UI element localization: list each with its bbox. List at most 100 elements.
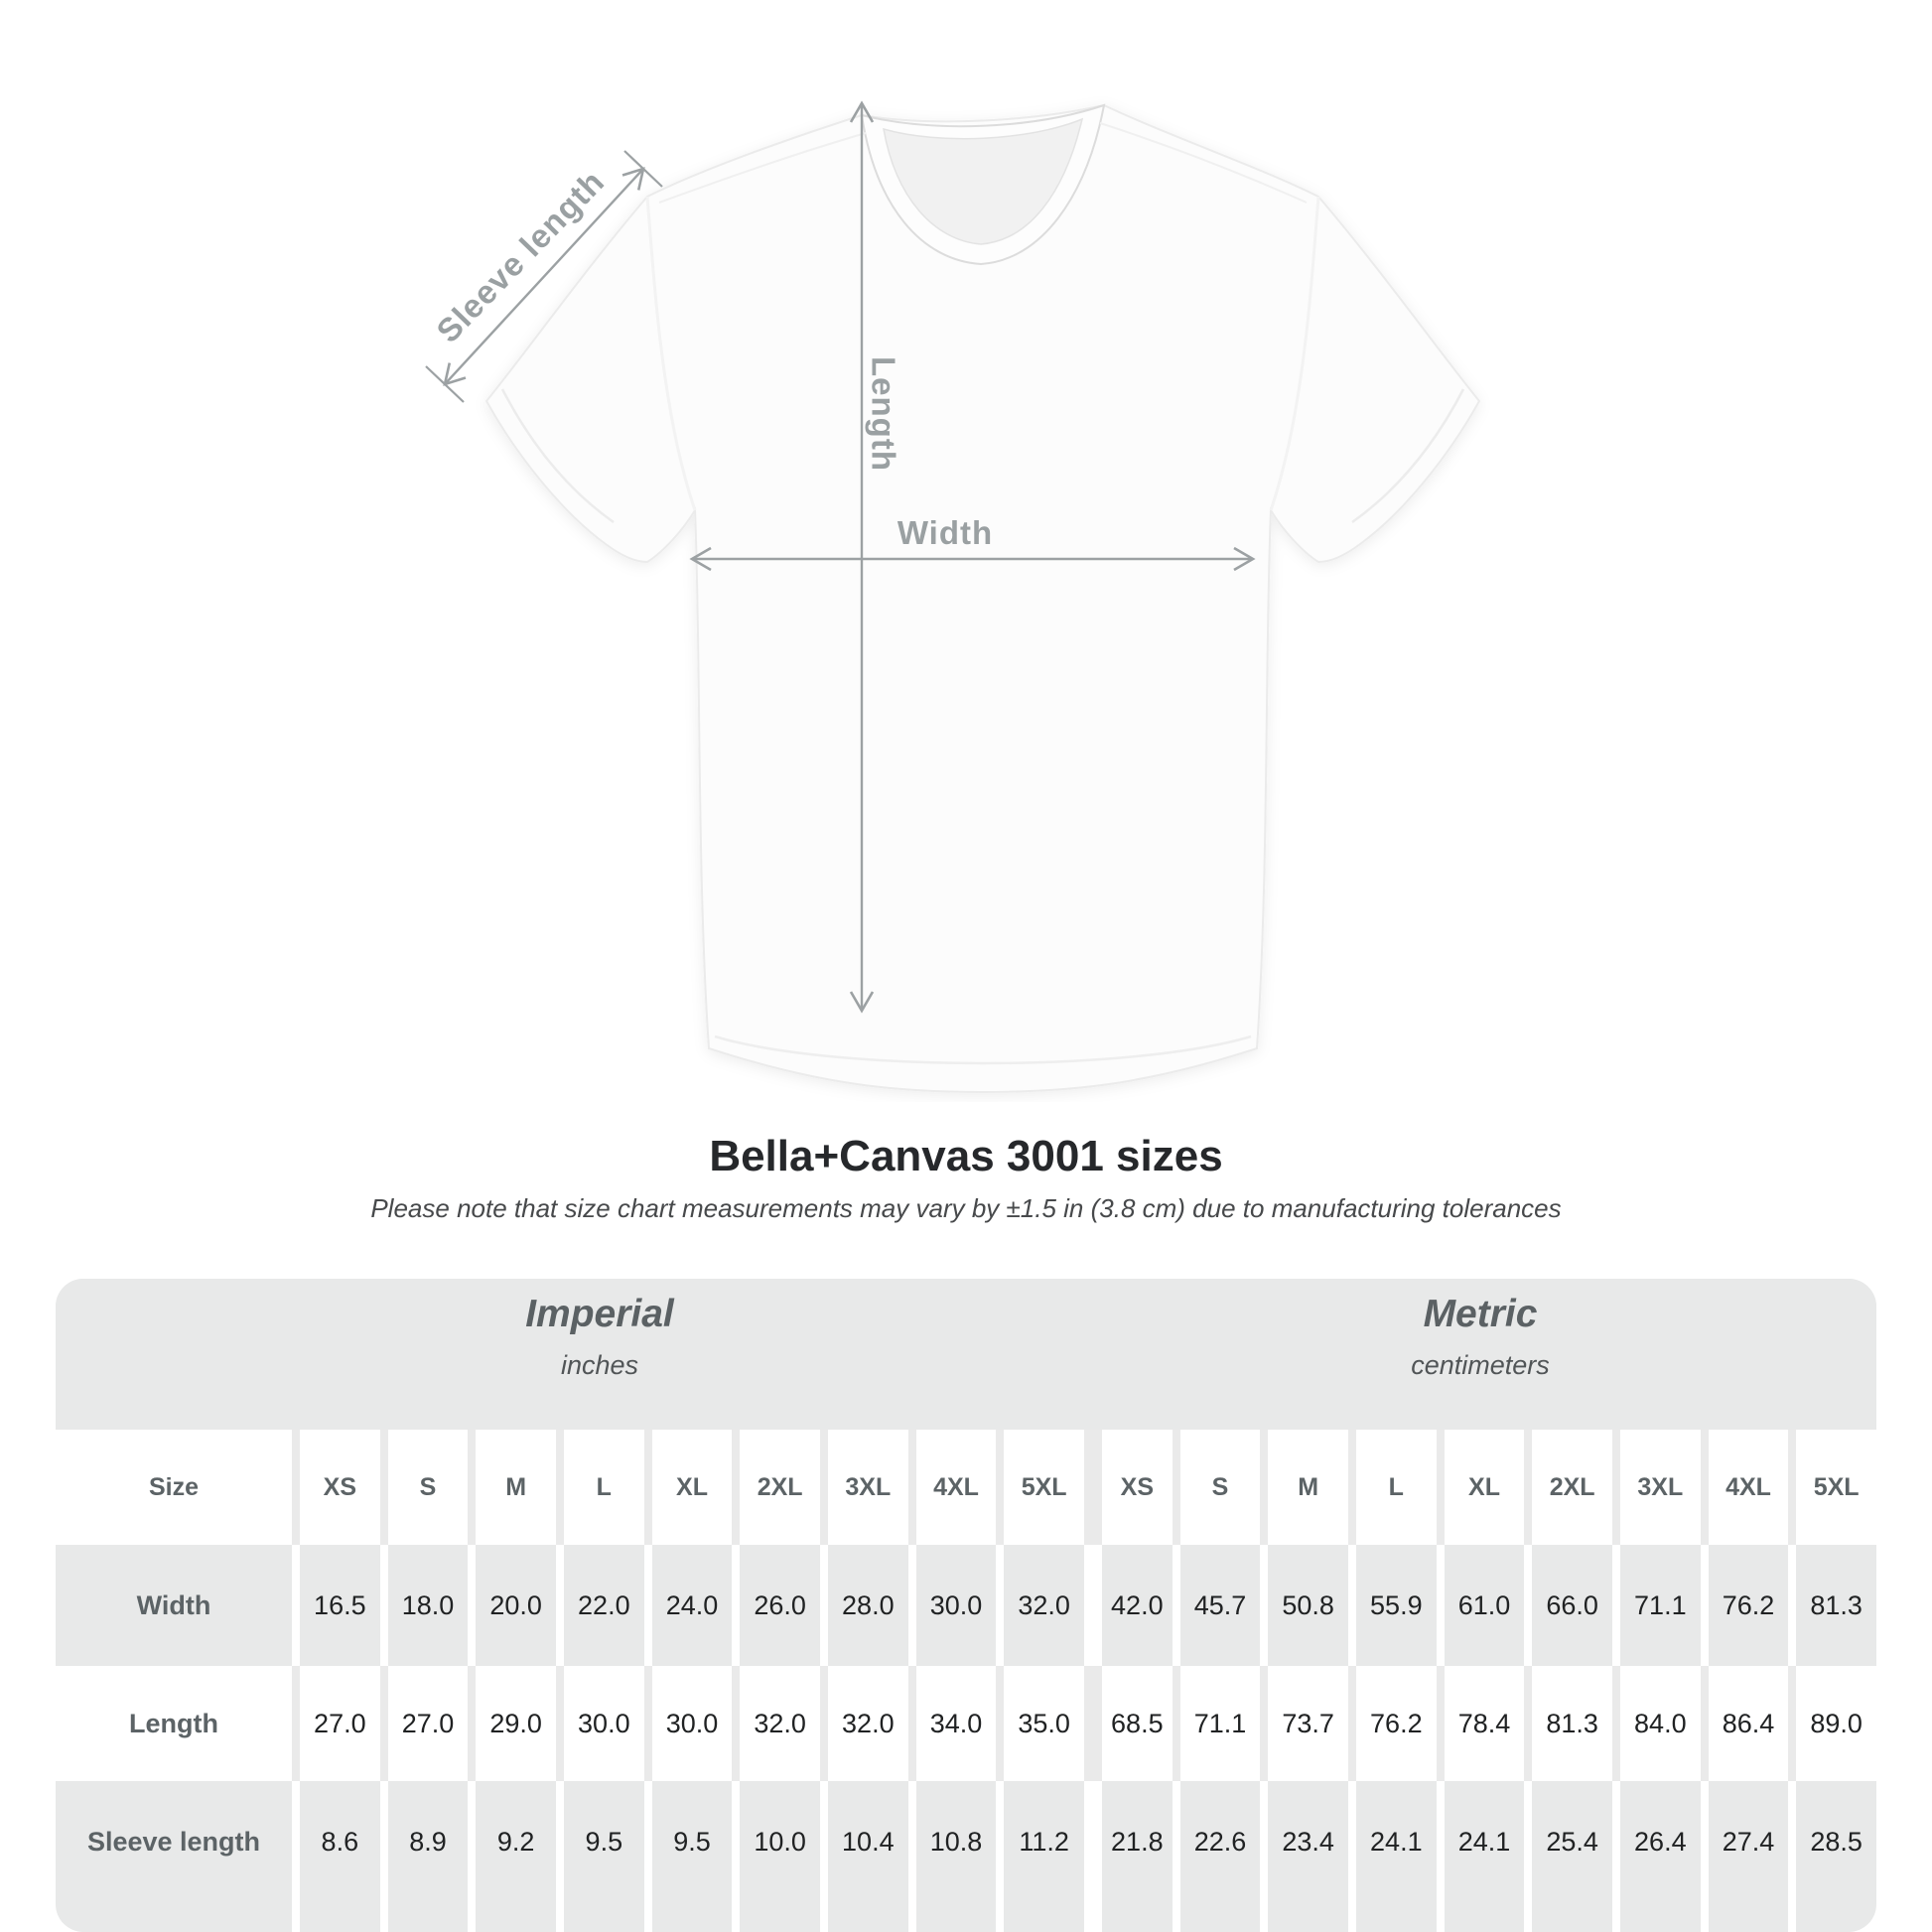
tshirt-silhouette [484,103,1481,1094]
metric-group-unit: centimeters [1411,1349,1550,1380]
size-header-cell: S [379,1430,469,1545]
table-cell: 30.0 [555,1666,644,1781]
table-cell: 24.0 [643,1545,733,1666]
table-cell: 9.5 [643,1781,733,1932]
metric-group-title: Metric [1423,1292,1538,1335]
table-cell: 84.0 [1611,1666,1701,1781]
table-cell: 18.0 [379,1545,469,1666]
table-cell: 8.9 [379,1781,469,1932]
size-column-header: Size [56,1430,292,1545]
table-body: Width 16.5 18.0 20.0 22.0 24.0 26.0 28.0 30.0 32.… [56,1545,1876,1932]
table-cell: 11.2 [996,1781,1084,1932]
size-header-cell: 5XL [1788,1430,1876,1545]
size-header-cell: S [1172,1430,1261,1545]
size-header-cell: M [1260,1430,1348,1545]
page-title: Bella+Canvas 3001 sizes [709,1132,1223,1180]
size-header-cell: XS [1083,1430,1173,1545]
table-cell: 66.0 [1524,1545,1612,1666]
table-cell: 28.0 [819,1545,908,1666]
table-cell: 30.0 [907,1545,997,1666]
table-cell: 30.0 [643,1666,733,1781]
right-shoulder-seam [1099,122,1308,204]
table-cell: 73.7 [1260,1666,1348,1781]
table-cell: 20.0 [468,1545,556,1666]
table-cell: 9.2 [468,1781,556,1932]
table-cell: 55.9 [1347,1545,1437,1666]
sleeve-arrow-start-tick [425,365,465,403]
hem-seam [714,1035,1252,1065]
width-label: Width [897,514,993,551]
table-cell: 81.3 [1788,1545,1876,1666]
table-cell: 22.6 [1172,1781,1261,1932]
imperial-group-header: Imperial inches [56,1279,1084,1430]
table-cell: 29.0 [468,1666,556,1781]
table-cell: 8.6 [292,1781,380,1932]
table-cell: 76.2 [1700,1545,1789,1666]
table-cell: 9.5 [555,1781,644,1932]
size-header-cell: 3XL [1611,1430,1701,1545]
table-cell: 42.0 [1083,1545,1173,1666]
table-cell: 25.4 [1524,1781,1612,1932]
table-cell: 22.0 [555,1545,644,1666]
size-header-cell: L [555,1430,644,1545]
table-cell: 27.4 [1700,1781,1789,1932]
table-cell: 10.0 [732,1781,820,1932]
table-row: Length 27.0 27.0 29.0 30.0 30.0 32.0 32.0 34.0 35… [56,1666,1876,1781]
size-header-cell: XL [1436,1430,1525,1545]
row-label: Length [56,1666,292,1781]
right-cuff-seam [1351,388,1465,524]
table-cell: 61.0 [1436,1545,1525,1666]
table-row: Sleeve length 8.6 8.9 9.2 9.5 9.5 10.0 10.4 10.8… [56,1781,1876,1932]
row-label: Sleeve length [56,1781,292,1932]
tshirt-measurement-diagram: Sleeve length Length Width [425,100,1481,1094]
left-cuff-seam [500,388,615,524]
table-cell: 50.8 [1260,1545,1348,1666]
table-cell: 45.7 [1172,1545,1261,1666]
table-cell: 34.0 [907,1666,997,1781]
size-header-cell: XL [643,1430,733,1545]
table-cell: 32.0 [732,1666,820,1781]
table-cell: 78.4 [1436,1666,1525,1781]
table-cell: 16.5 [292,1545,380,1666]
table-cell: 23.4 [1260,1781,1348,1932]
table-cell: 35.0 [996,1666,1084,1781]
size-header-cell: L [1347,1430,1437,1545]
size-header-cell: 4XL [1700,1430,1789,1545]
table-cell: 76.2 [1347,1666,1437,1781]
table-cell: 26.0 [732,1545,820,1666]
table-cell: 89.0 [1788,1666,1876,1781]
table-cell: 28.5 [1788,1781,1876,1932]
length-label: Length [866,356,902,472]
size-header-row: Size XS S M L XL 2XL 3XL 4XL 5XL XS S M L XL 2XL 3XL 4XL… [56,1430,1876,1545]
size-table: Imperial inches Metric centimeters Size … [56,1279,1876,1932]
unit-header-row: Imperial inches Metric centimeters [56,1279,1876,1430]
table-cell: 32.0 [819,1666,908,1781]
table-cell: 21.8 [1083,1781,1173,1932]
table-cell: 71.1 [1611,1545,1701,1666]
tshirt-graphic [484,103,1481,1094]
table-cell: 27.0 [292,1666,380,1781]
size-header-cell: 2XL [1524,1430,1612,1545]
table-cell: 24.1 [1436,1781,1525,1932]
size-header-cell: 2XL [732,1430,820,1545]
sleeve-arrow-end-tick [623,150,663,188]
metric-group-header: Metric centimeters [1084,1279,1876,1430]
table-cell: 24.1 [1347,1781,1437,1932]
table-cell: 71.1 [1172,1666,1261,1781]
table-cell: 81.3 [1524,1666,1612,1781]
table-cell: 10.4 [819,1781,908,1932]
size-header-cell: M [468,1430,556,1545]
right-armhole-seam [1269,196,1320,511]
imperial-group-unit: inches [560,1349,639,1380]
collar-opening [883,117,1084,245]
table-row: Width 16.5 18.0 20.0 22.0 24.0 26.0 28.0 30.0 32.… [56,1545,1876,1666]
table-cell: 10.8 [907,1781,997,1932]
size-header-cell: 5XL [996,1430,1084,1545]
left-armhole-seam [645,196,697,511]
table-cell: 86.4 [1700,1666,1789,1781]
tolerance-note: Please note that size chart measurements… [370,1193,1562,1223]
table-cell: 26.4 [1611,1781,1701,1932]
size-header-cell: 4XL [907,1430,997,1545]
sleeve-length-arrow [443,167,645,386]
